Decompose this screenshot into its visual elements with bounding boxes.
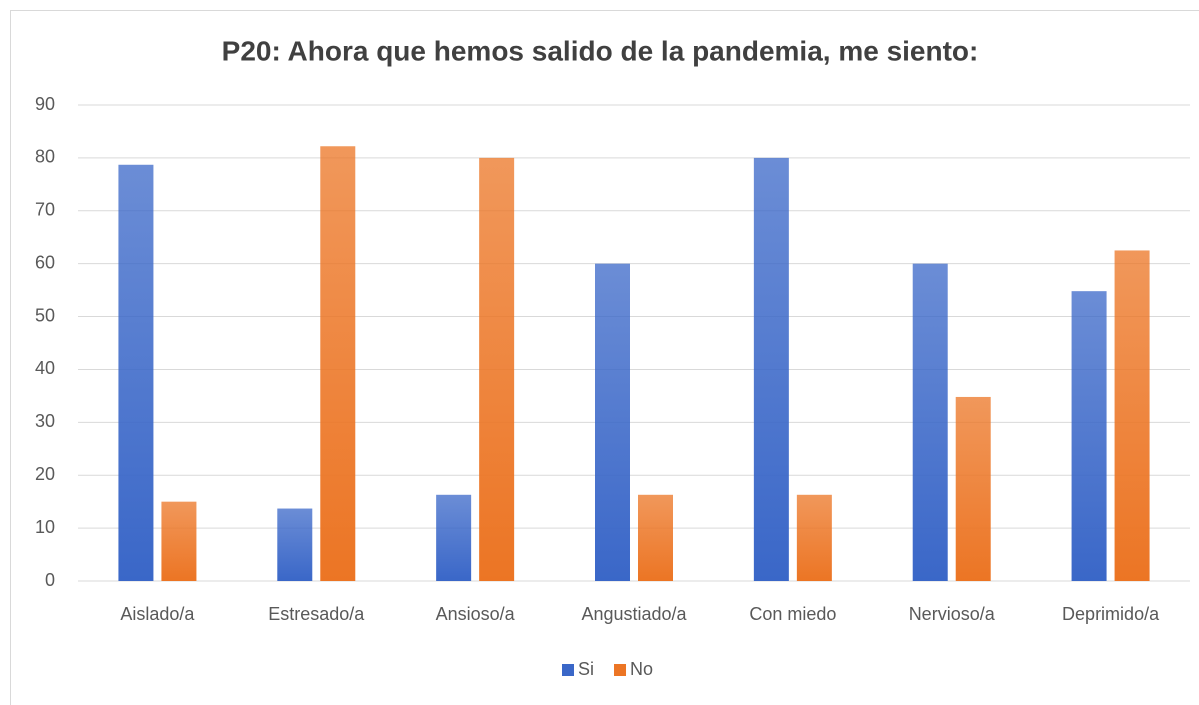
- y-tick-label: 10: [35, 517, 55, 537]
- bar: [912, 263, 948, 581]
- y-tick-label: 20: [35, 464, 55, 484]
- bar: [955, 396, 991, 581]
- bar: [161, 501, 197, 581]
- chart-frame: [10, 10, 1199, 705]
- chart-title: P20: Ahora que hemos salido de la pandem…: [222, 35, 979, 66]
- bar: [320, 146, 356, 581]
- y-tick-label: 80: [35, 147, 55, 167]
- x-tick-label: Estresado/a: [268, 604, 365, 624]
- y-tick-label: 0: [45, 570, 55, 590]
- bar: [436, 494, 472, 581]
- bar: [1071, 291, 1107, 581]
- x-tick-label: Con miedo: [749, 604, 836, 624]
- bar: [753, 157, 789, 581]
- x-tick-label: Aislado/a: [120, 604, 195, 624]
- y-tick-label: 90: [35, 94, 55, 114]
- legend-label: Si: [578, 659, 594, 679]
- x-tick-label: Angustiado/a: [581, 604, 687, 624]
- y-tick-label: 50: [35, 305, 55, 325]
- bar: [595, 263, 630, 581]
- legend-label: No: [630, 659, 653, 679]
- y-tick-label: 40: [35, 358, 55, 378]
- bar: [1114, 250, 1150, 581]
- x-tick-label: Nervioso/a: [909, 604, 996, 624]
- legend-swatch: [562, 664, 574, 676]
- x-tick-label: Ansioso/a: [436, 604, 516, 624]
- bar: [118, 164, 154, 581]
- y-tick-label: 60: [35, 252, 55, 272]
- bar: [277, 508, 313, 581]
- bar: [479, 157, 515, 581]
- y-tick-label: 70: [35, 200, 55, 220]
- legend-swatch: [614, 664, 627, 676]
- x-tick-label: Deprimido/a: [1062, 604, 1160, 624]
- bar: [796, 494, 832, 581]
- y-tick-label: 30: [35, 411, 55, 431]
- bar: [638, 494, 673, 581]
